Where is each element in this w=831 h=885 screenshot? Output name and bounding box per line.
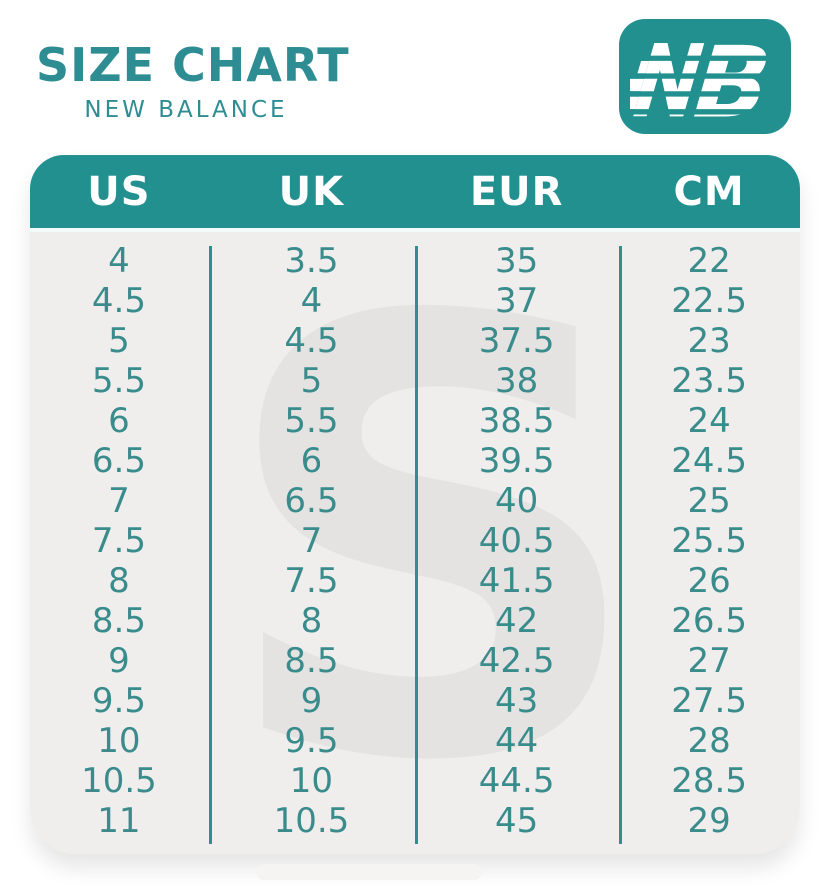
- table-row: 11 10.5 45 29: [30, 801, 800, 841]
- size-table-body: S 4 3.5 35 22 4.5 4 37 22.5 5 4.5 37.5 23 5.5 5 38 23.5…: [30, 228, 800, 854]
- table-row: 6 5.5 38.5 24: [30, 401, 800, 441]
- size-cell: 41.5: [478, 561, 555, 601]
- size-cell: 29: [687, 801, 731, 841]
- size-cell: 9: [300, 681, 323, 721]
- size-cell: 43: [494, 681, 539, 721]
- size-cell: 4.5: [284, 321, 339, 361]
- size-cell: 4.5: [91, 281, 146, 321]
- size-cell: 28: [687, 721, 731, 761]
- size-cell: 38.5: [478, 401, 555, 441]
- size-cell: 5.5: [284, 401, 339, 441]
- table-row: 9 8.5 42.5 27: [30, 641, 800, 681]
- size-cell: 5: [108, 321, 130, 361]
- size-cell: 3.5: [284, 241, 339, 281]
- size-cell: 9: [108, 641, 130, 681]
- title-block: SIZE CHART NEW BALANCE: [36, 38, 350, 123]
- size-table: US UK EUR CM S 4 3.5 35 22 4.5 4 37 22.5 5 4.5 37.…: [30, 155, 800, 854]
- size-cell: 38: [494, 361, 539, 401]
- size-cell: 23: [687, 321, 731, 361]
- table-row: 4.5 4 37 22.5: [30, 281, 800, 321]
- size-cell: 10: [289, 761, 334, 801]
- column-header-cm: CM: [673, 168, 745, 215]
- table-row: 8.5 8 42 26.5: [30, 601, 800, 641]
- size-cell: 27.5: [671, 681, 747, 721]
- size-cell: 37: [494, 281, 539, 321]
- size-cell: 45: [494, 801, 539, 841]
- size-cell: 7.5: [91, 521, 146, 561]
- size-cell: 5: [300, 361, 323, 401]
- column-header-eur: EUR: [469, 168, 564, 215]
- size-cell: 8: [300, 601, 323, 641]
- size-cell: 9.5: [91, 681, 146, 721]
- size-cell: 35: [494, 241, 539, 281]
- size-cell: 24.5: [671, 441, 747, 481]
- size-cell: 44: [494, 721, 539, 761]
- column-divider-us-uk: [209, 246, 212, 844]
- bottom-edge-artifact: [256, 864, 482, 880]
- size-table-header: US UK EUR CM: [30, 155, 800, 228]
- size-cell: 9.5: [284, 721, 339, 761]
- watermark-letter: S: [216, 228, 649, 854]
- size-cell: 8: [108, 561, 130, 601]
- size-cell: 5.5: [91, 361, 146, 401]
- table-row: 7 6.5 40 25: [30, 481, 800, 521]
- size-cell: 4: [300, 281, 323, 321]
- size-cell: 44.5: [478, 761, 555, 801]
- size-cell: 37.5: [478, 321, 555, 361]
- size-cell: 40.5: [478, 521, 555, 561]
- page-subtitle: NEW BALANCE: [84, 97, 288, 123]
- size-cell: 6.5: [284, 481, 339, 521]
- table-row: 7.5 7 40.5 25.5: [30, 521, 800, 561]
- size-cell: 10.5: [273, 801, 350, 841]
- size-cell: 39.5: [478, 441, 555, 481]
- size-cell: 8.5: [284, 641, 339, 681]
- page-title: SIZE CHART: [36, 38, 350, 92]
- size-cell: 6: [300, 441, 323, 481]
- table-row: 4 3.5 35 22: [30, 241, 800, 281]
- column-divider-uk-eur: [415, 246, 418, 844]
- size-cell: 11: [97, 801, 141, 841]
- size-cell: 26: [687, 561, 731, 601]
- size-cell: 22.5: [671, 281, 747, 321]
- table-row: 5.5 5 38 23.5: [30, 361, 800, 401]
- size-cell: 40: [494, 481, 539, 521]
- size-cell: 42: [494, 601, 539, 641]
- size-cell: 24: [687, 401, 731, 441]
- table-row: 9.5 9 43 27.5: [30, 681, 800, 721]
- size-cell: 23.5: [671, 361, 747, 401]
- size-cell: 10.5: [81, 761, 157, 801]
- size-cell: 7: [108, 481, 130, 521]
- size-cell: 6.5: [91, 441, 146, 481]
- size-cell: 7.5: [284, 561, 339, 601]
- size-cell: 7: [300, 521, 323, 561]
- size-cell: 22: [687, 241, 731, 281]
- table-row: 5 4.5 37.5 23: [30, 321, 800, 361]
- new-balance-logo: B: [619, 19, 791, 134]
- size-cell: 26.5: [671, 601, 747, 641]
- size-cell: 6: [108, 401, 130, 441]
- size-cell: 4: [108, 241, 130, 281]
- size-cell: 27: [687, 641, 731, 681]
- column-divider-eur-cm: [619, 246, 622, 844]
- nb-logo-icon: B: [630, 31, 780, 123]
- size-cell: 25.5: [671, 521, 747, 561]
- column-header-us: US: [87, 168, 151, 215]
- table-row: 8 7.5 41.5 26: [30, 561, 800, 601]
- table-row: 6.5 6 39.5 24.5: [30, 441, 800, 481]
- size-cell: 25: [687, 481, 731, 521]
- size-cell: 8.5: [91, 601, 146, 641]
- size-cell: 28.5: [671, 761, 747, 801]
- column-header-uk: UK: [278, 168, 345, 215]
- table-row: 10 9.5 44 28: [30, 721, 800, 761]
- size-cell: 10: [97, 721, 141, 761]
- table-row: 10.5 10 44.5 28.5: [30, 761, 800, 801]
- size-cell: 42.5: [478, 641, 555, 681]
